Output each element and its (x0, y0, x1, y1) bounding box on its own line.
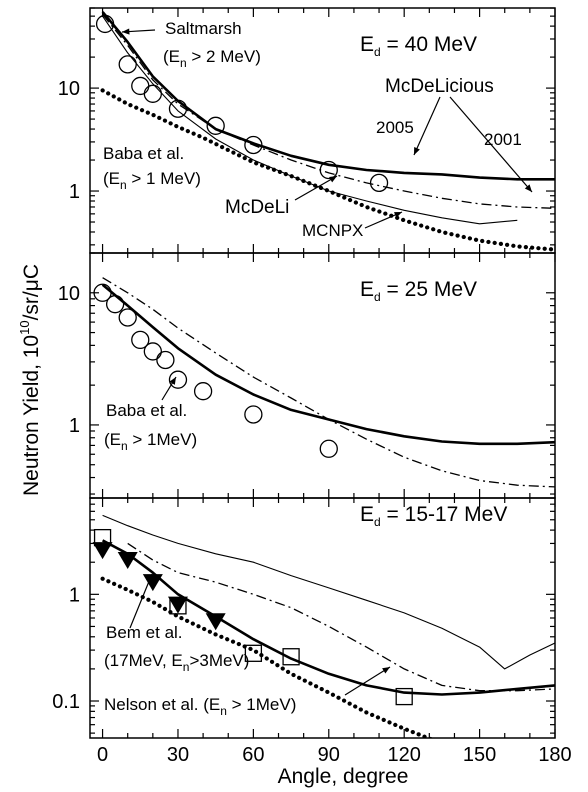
series-group (100, 11, 555, 252)
y-tick-label: 1 (69, 181, 80, 203)
y-tick-label: 10 (58, 283, 80, 305)
y-axis-label-main: Neutron Yield, (20, 364, 43, 496)
panel-title: Ed = 15-17 MeV (360, 503, 507, 529)
anno-mcnpx: MCNPX (302, 221, 363, 240)
anno-mcdeli: McDeLi (225, 197, 289, 218)
y-tick-label: 10 (58, 78, 80, 100)
series-mcdelicious-2001 (102, 277, 555, 488)
anno-baba-cond: (En > 1 MeV) (103, 169, 201, 192)
x-tick-label: 30 (167, 744, 189, 766)
series-mcdelicious-2005 (101, 283, 555, 446)
marker-bem-et-al (167, 596, 188, 614)
arrow-mcnpx-head (394, 212, 402, 218)
x-tick-label: 120 (388, 744, 421, 766)
series-mcnpx (100, 88, 555, 252)
anno-2005: 2005 (376, 118, 414, 137)
anno-bem-cond: (17MeV, En>3MeV) (104, 651, 249, 674)
series-mcdelicious-2005 (101, 11, 555, 181)
panel-2: 1 10 Ed = 25 MeV Baba et al. (En > 1MeV) (58, 252, 556, 499)
series-group (101, 277, 555, 488)
arrow-2001-head (524, 184, 532, 192)
anno-baba: Baba et al. (106, 401, 187, 420)
x-axis-label: Angle, degree (278, 765, 409, 788)
marker-baba-et-al (131, 76, 150, 96)
y-axis-label-unit: /sr/μC (20, 264, 43, 320)
arrow-2005 (413, 96, 441, 156)
marker-baba-et-al (206, 116, 225, 135)
anno-nelson: Nelson et al. (En > 1MeV) (104, 695, 296, 718)
marker-baba-et-al (93, 283, 112, 302)
arrow-bem-head (146, 574, 153, 582)
arrow-2001 (449, 96, 533, 193)
marker-nelson-et-al (93, 528, 112, 547)
marker-baba-et-al (105, 295, 125, 314)
series-mcnpx (100, 576, 434, 738)
series-mcdelicious-2005 (101, 539, 555, 696)
x-axis-ticks: 0 30 60 90 120 150 180 (97, 744, 572, 766)
marker-baba-et-al (143, 342, 162, 361)
panel-frame (89, 252, 556, 499)
marker-baba-et-al (319, 160, 338, 180)
marker-baba-et-al (319, 439, 338, 458)
y-axis-label: Neutron Yield, 1010/sr/μC (17, 264, 43, 496)
anno-baba: Baba et al. (103, 144, 184, 163)
arrow-mcdeli-head (329, 176, 337, 183)
anno-baba-cond: (En > 1MeV) (104, 430, 197, 453)
arrow-bem (129, 573, 153, 629)
marker-baba-et-al (156, 350, 175, 370)
series-mcdeli (102, 514, 555, 670)
series-mcdelicious-2001 (127, 542, 555, 692)
marker-bem-et-al (92, 542, 113, 560)
marker-baba-et-al (244, 135, 263, 155)
arrow-2005-head (414, 147, 420, 155)
marker-baba-et-al (118, 55, 137, 74)
series-mcdelicious-2001 (102, 13, 555, 209)
x-tick-label: 180 (538, 744, 571, 766)
y-axis-label-exp: 10 (17, 320, 32, 334)
marker-bem-et-al (205, 613, 226, 631)
marker-bem-et-al (117, 551, 138, 569)
y-tick-label: 1 (69, 415, 80, 437)
y-tick-label: 1 (69, 584, 80, 606)
panel-1: 1 10 Ed = 40 MeV Saltmarsh (En > 2 MeV) McDeL… (58, 7, 556, 254)
anno-bem: Bem et al. (106, 623, 183, 642)
marker-baba-et-al (369, 173, 389, 193)
svg-text:Neutron Yield, 1010/sr/μC: Neutron Yield, 1010/sr/μC (17, 264, 43, 496)
anno-saltmarsh-cond: (En > 2 MeV) (163, 47, 261, 70)
arrow-nelson (344, 666, 391, 696)
arrow-baba-head (169, 377, 176, 385)
marker-baba-et-al (193, 382, 213, 401)
marker-baba-et-al (168, 99, 188, 118)
anno-2001: 2001 (484, 130, 522, 149)
marker-baba-et-al (131, 330, 150, 350)
marker-nelson-et-al (395, 687, 413, 706)
marker-baba-et-al (143, 84, 162, 103)
marker-saltmarsh (95, 14, 115, 34)
marker-nelson-et-al (282, 648, 300, 666)
x-tick-label: 60 (242, 744, 264, 766)
y-axis-label-base: 10 (20, 335, 43, 358)
marker-baba-et-al (118, 308, 137, 327)
anno-mcdelicious: McDeLicious (385, 76, 494, 97)
marker-baba-et-al (168, 370, 188, 389)
panel-title: Ed = 40 MeV (360, 33, 477, 59)
chart-panels: 1 10 Ed = 40 MeV Saltmarsh (En > 2 MeV) McDeL… (52, 7, 556, 739)
arrow-mcdeli (294, 175, 338, 201)
marker-baba-et-al (244, 405, 263, 424)
x-tick-label: 150 (463, 744, 496, 766)
anno-saltmarsh: Saltmarsh (165, 19, 242, 38)
arrow-nelson-head (382, 667, 390, 674)
arrow-saltmarsh-head (122, 28, 130, 35)
panel-title: Ed = 25 MeV (360, 278, 477, 304)
x-tick-label: 90 (318, 744, 340, 766)
panel-3: 0.1 1 Ed = 15-17 MeV Bem et al. (17MeV, En>3… (52, 497, 556, 739)
x-tick-label: 0 (97, 744, 108, 766)
y-tick-label: 0.1 (52, 691, 80, 713)
marker-nelson-et-al (169, 597, 187, 615)
marker-nelson-et-al (244, 644, 263, 662)
